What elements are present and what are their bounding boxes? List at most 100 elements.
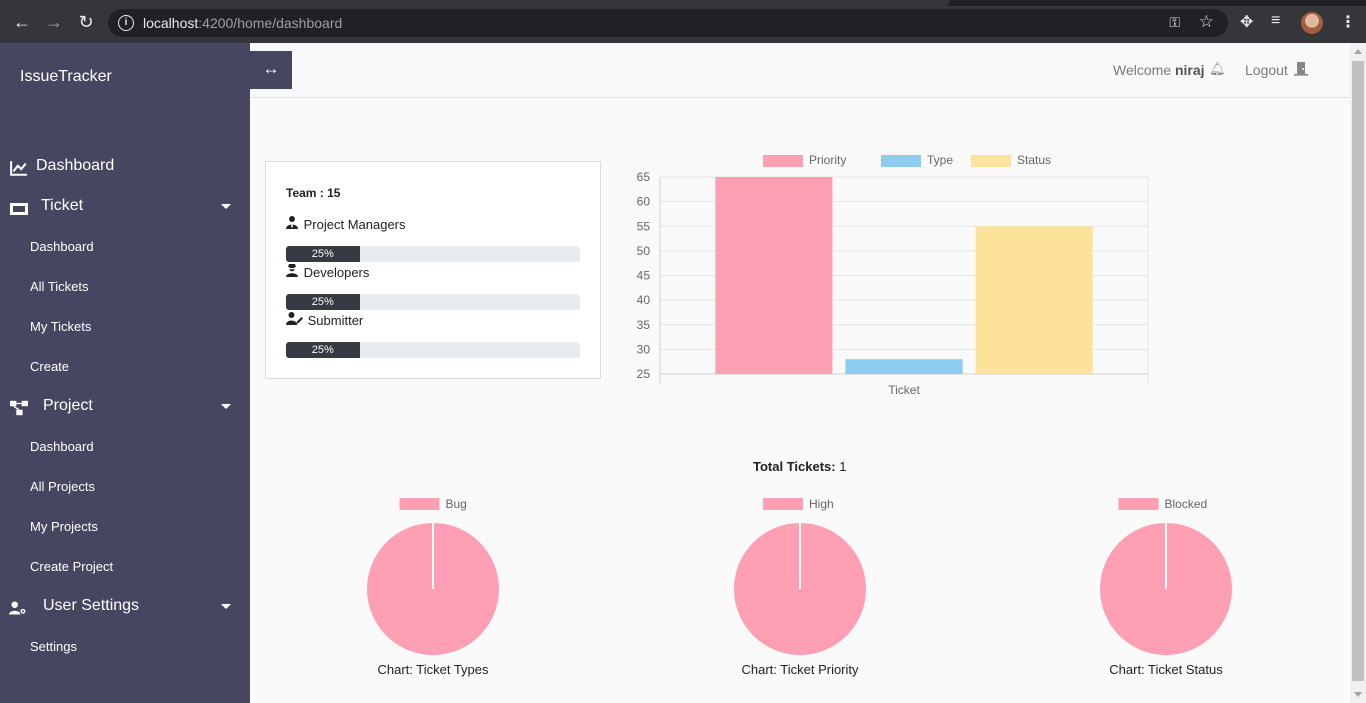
menu-icon[interactable]: ⋮ (1340, 14, 1356, 31)
legend-label-bug: Bug (446, 497, 467, 511)
star-icon[interactable]: ☆ (1198, 12, 1214, 31)
sidebar-subitem-all-tickets[interactable]: All Tickets (30, 279, 89, 294)
sidebar-toggle-button[interactable]: ↔ (250, 51, 292, 89)
puzzle-icon[interactable]: ✥ (1240, 14, 1254, 31)
chart-line-icon (10, 161, 27, 176)
team-count: Team : 15 (286, 186, 341, 200)
top-navbar: ↔ Welcome niraj 🔔︎ Logout (250, 43, 1350, 98)
x-tick-label: Ticket (888, 383, 920, 397)
scrollbar-thumb[interactable] (1352, 61, 1364, 681)
legend-label-high: High (809, 497, 834, 511)
sidebar-item-label: Ticket (41, 197, 84, 214)
sidebar-subitem-create-project[interactable]: Create Project (30, 559, 114, 574)
team-card: Team : 15 Project Managers 25% Developer… (265, 161, 601, 379)
user-tie-icon (286, 216, 300, 232)
sidebar-subitem-create[interactable]: Create (30, 359, 70, 374)
back-icon[interactable]: ← (13, 12, 31, 32)
legend-swatch-bug (399, 498, 440, 510)
user-secret-icon (286, 264, 300, 280)
chevron-down-icon[interactable] (221, 604, 231, 609)
brand-title[interactable]: IssueTracker (20, 68, 112, 85)
active-tab[interactable] (0, 0, 950, 6)
sidebar-subitem-my-tickets[interactable]: My Tickets (30, 319, 92, 334)
progress-submitter: 25% (286, 342, 580, 358)
bell-icon[interactable]: 🔔︎ (1209, 61, 1226, 76)
sidebar-item-dashboard[interactable]: Dashboard (0, 151, 250, 181)
y-tick-label: 65 (637, 170, 651, 184)
legend-swatch-status (971, 155, 1011, 167)
chevron-down-icon[interactable] (221, 204, 231, 209)
logout-link[interactable]: Logout (1245, 62, 1288, 78)
key-icon[interactable]: ⚿ (1169, 14, 1180, 30)
pie-caption-ticket-status: Chart: Ticket Status (1109, 662, 1223, 677)
y-tick-label: 30 (637, 342, 651, 356)
sidebar-item-user-settings[interactable]: User Settings (0, 591, 250, 621)
bar-priority (715, 177, 833, 374)
total-tickets: Total Tickets: 1 (753, 459, 847, 474)
door-icon[interactable] (1294, 61, 1308, 76)
legend-label-type: Type (927, 153, 953, 167)
y-tick-label: 55 (637, 219, 651, 233)
ticket-bar-chart: Priority Type Status 25 30 35 40 45 50 55 60 65 Tick… (637, 153, 1149, 397)
forward-icon[interactable]: → (45, 12, 63, 32)
reload-icon[interactable]: ↻ (78, 12, 94, 32)
y-tick-label: 25 (637, 367, 651, 381)
sidebar-subitem-project-dashboard[interactable]: Dashboard (30, 439, 94, 454)
user-edit-icon (286, 312, 304, 328)
total-tickets-value: 1 (839, 459, 847, 474)
legend-swatch-type (881, 155, 921, 167)
scroll-up-arrow[interactable] (1354, 49, 1362, 54)
role-developers: Developers (286, 264, 369, 280)
welcome-text: Welcome niraj (1113, 62, 1205, 78)
progress-project-managers: 25% (286, 246, 580, 262)
progress-bar-fill: 25% (286, 342, 360, 358)
progress-bar-fill: 25% (286, 246, 360, 262)
sidebar-item-label: User Settings (43, 597, 140, 614)
media-icon[interactable]: ≡ (1271, 12, 1281, 29)
legend-swatch-priority (763, 155, 803, 167)
role-project-managers: Project Managers (286, 216, 406, 232)
main-content: ↔ Welcome niraj 🔔︎ Logout Team : 15 Proj… (250, 43, 1350, 703)
sidebar-subitem-settings[interactable]: Settings (30, 639, 77, 654)
ticket-status-pie-chart: Blocked (1100, 497, 1232, 655)
url-text[interactable]: localhost:4200/home/dashboard (143, 15, 343, 31)
bar-status (975, 226, 1093, 374)
info-icon[interactable]: i (118, 15, 134, 31)
avatar[interactable] (1301, 12, 1323, 34)
bar-type (845, 359, 963, 374)
user-cog-icon (9, 601, 27, 615)
page-scrollbar[interactable] (1350, 43, 1366, 703)
sidebar-subitem-ticket-dashboard[interactable]: Dashboard (30, 239, 94, 254)
ticket-types-pie-chart: Bug (367, 497, 499, 655)
username: niraj (1174, 62, 1205, 78)
sidebar: IssueTracker Dashboard Ticket Dashboard … (0, 43, 250, 703)
y-tick-label: 60 (637, 195, 651, 209)
sidebar-item-project[interactable]: Project (0, 391, 250, 421)
progress-developers: 25% (286, 294, 580, 310)
y-tick-label: 50 (637, 244, 651, 258)
y-tick-label: 40 (637, 293, 651, 307)
sidebar-item-label: Dashboard (36, 157, 115, 174)
project-diagram-icon (10, 400, 28, 416)
legend-label-blocked: Blocked (1165, 497, 1208, 511)
legend-label-status: Status (1017, 153, 1051, 167)
sidebar-item-ticket[interactable]: Ticket (0, 191, 250, 221)
sidebar-subitem-my-projects[interactable]: My Projects (30, 519, 98, 534)
chevron-down-icon[interactable] (221, 404, 231, 409)
scroll-down-arrow[interactable] (1354, 692, 1362, 697)
legend-label-priority: Priority (809, 153, 846, 167)
pie-caption-ticket-types: Chart: Ticket Types (377, 662, 489, 677)
sidebar-item-label: Project (43, 397, 93, 414)
sidebar-subitem-all-projects[interactable]: All Projects (30, 479, 96, 494)
tab-strip (0, 0, 1366, 6)
y-tick-label: 35 (637, 318, 651, 332)
address-bar[interactable]: i localhost:4200/home/dashboard ⚿ ☆ (108, 9, 1228, 37)
progress-bar-fill: 25% (286, 294, 360, 310)
ticket-priority-pie-chart: High (734, 497, 866, 655)
legend-swatch-high (763, 498, 803, 510)
browser-toolbar: ← → ↻ i localhost:4200/home/dashboard ⚿ … (0, 0, 1366, 43)
role-submitter: Submitter (286, 312, 363, 328)
y-tick-label: 45 (637, 269, 651, 283)
ticket-icon (10, 203, 28, 215)
legend-swatch-blocked (1118, 498, 1159, 510)
